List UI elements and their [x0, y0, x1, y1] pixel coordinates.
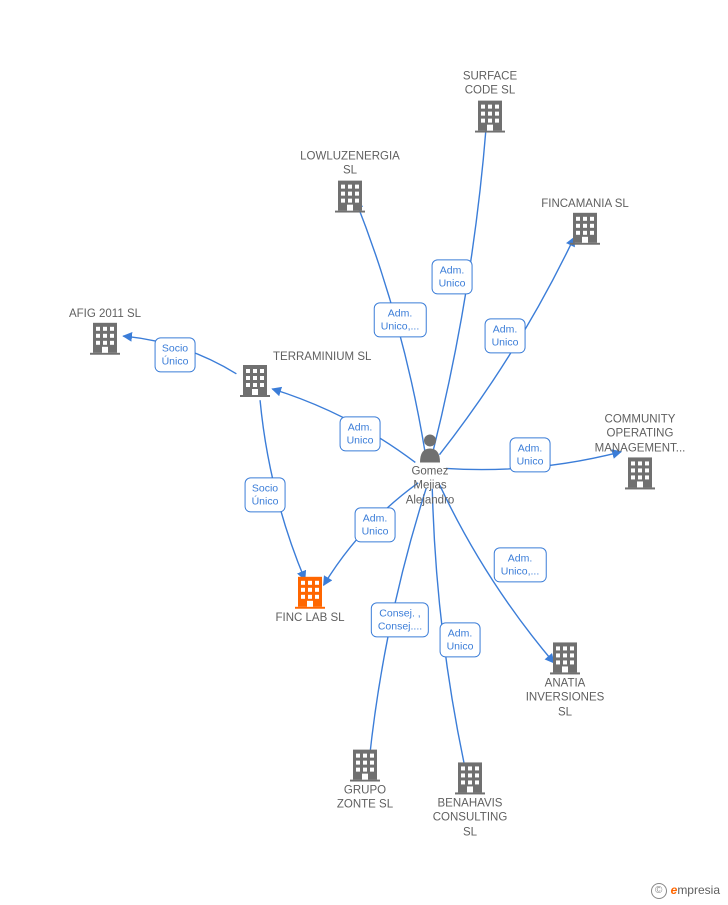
edge-center-finclab	[324, 483, 419, 585]
edge-center-lowluz	[356, 200, 425, 452]
brand-rest: mpresia	[677, 883, 720, 897]
edge-terraminium-finclab	[260, 400, 305, 580]
edge-center-benahavis	[432, 489, 467, 779]
edge-center-terraminium	[272, 389, 415, 463]
edge-terraminium-afig	[123, 336, 236, 374]
edge-center-fincamania	[439, 237, 574, 454]
copyright-symbol: ©	[651, 883, 667, 899]
edge-center-community	[446, 452, 621, 470]
node-label: TERRAMINIUM SL	[273, 350, 393, 364]
copyright-footer: ©empresia	[651, 883, 720, 899]
edge-center-grupozonte	[369, 488, 426, 759]
diagram-canvas	[0, 0, 728, 905]
edge-center-anatia	[440, 485, 554, 663]
